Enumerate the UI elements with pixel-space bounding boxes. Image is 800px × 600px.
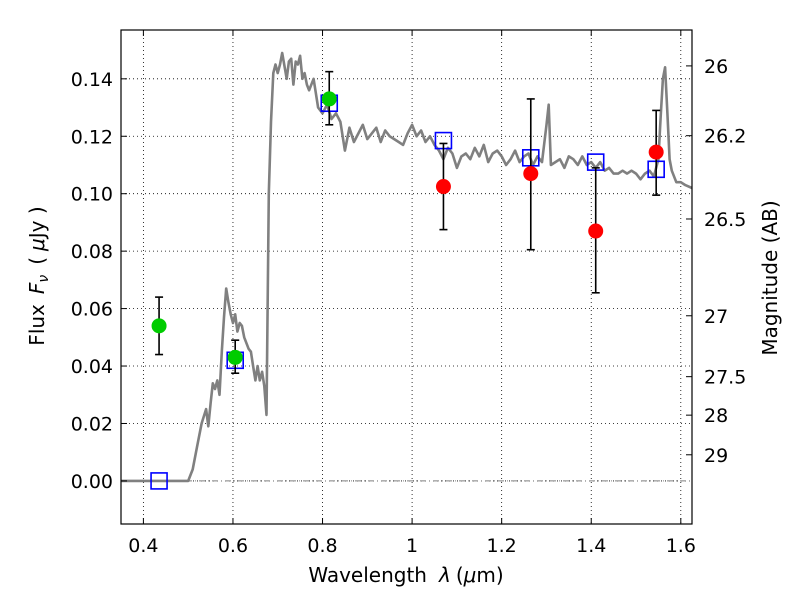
y-tick-label: 0.12 bbox=[71, 126, 113, 148]
model-box bbox=[150, 472, 168, 490]
y-axis-label: Flux Fν ( μJy ) bbox=[25, 206, 52, 345]
right-tick-label: 27.5 bbox=[704, 367, 746, 389]
y-tick-label: 0.02 bbox=[71, 413, 113, 435]
right-axis-label: Magnitude (AB) bbox=[758, 200, 782, 355]
axis-ticks: 0.4 0.6 0.8 1 1.2 1.4 1.6 0.00 0.02 0.04 0.06 0.08 0… bbox=[71, 30, 746, 557]
x-axis-label-text: Wavelength bbox=[308, 563, 427, 587]
photometry-point bbox=[588, 223, 604, 239]
photometry-point bbox=[648, 144, 664, 160]
x-tick-label: 0.4 bbox=[128, 535, 158, 557]
y-tick-label: 0.08 bbox=[71, 241, 113, 263]
photometry-point bbox=[151, 318, 167, 334]
x-tick-label: 1.4 bbox=[576, 535, 606, 557]
y-axis-label-subscript: ν bbox=[36, 275, 52, 283]
photometry-point bbox=[523, 166, 539, 182]
x-tick-label: 0.6 bbox=[218, 535, 248, 557]
x-axis-label-lambda: λ bbox=[438, 563, 451, 587]
y-tick-label: 0.00 bbox=[71, 471, 113, 493]
y-axis-label-text: Flux bbox=[25, 304, 49, 346]
y-axis-label-unit-open: ( bbox=[25, 257, 49, 265]
observed-errorbars bbox=[155, 70, 661, 375]
x-tick-label: 1.6 bbox=[666, 535, 696, 557]
x-axis-label-unit-rest: m) bbox=[476, 563, 503, 587]
right-tick-label: 29 bbox=[704, 445, 728, 467]
right-tick-label: 26.2 bbox=[704, 126, 746, 148]
x-tick-label: 0.8 bbox=[307, 535, 337, 557]
x-axis-label-unit-open: ( bbox=[456, 563, 464, 587]
right-tick-label: 28 bbox=[704, 405, 728, 427]
x-tick-label: 1 bbox=[406, 535, 418, 557]
photometry-point bbox=[321, 91, 337, 107]
observed-photometry-points bbox=[151, 91, 664, 365]
x-tick-label: 1.2 bbox=[487, 535, 517, 557]
grid-lines bbox=[121, 30, 692, 524]
y-tick-label: 0.04 bbox=[71, 356, 113, 378]
right-tick-label: 26.5 bbox=[704, 209, 746, 231]
photometry-point bbox=[435, 179, 451, 195]
right-tick-label: 27 bbox=[704, 306, 728, 328]
y-axis-label-symbol: F bbox=[25, 282, 49, 294]
y-tick-label: 0.06 bbox=[71, 299, 113, 321]
right-tick-label: 26 bbox=[704, 56, 728, 78]
y-tick-label: 0.10 bbox=[71, 184, 113, 206]
y-axis-label-unit-rest: Jy ) bbox=[25, 206, 49, 240]
plot-frame bbox=[120, 29, 693, 525]
x-axis-label: Wavelength λ (μm) bbox=[308, 563, 503, 587]
photometry-point bbox=[227, 349, 243, 365]
x-axis-label-unit-mu: μ bbox=[463, 563, 477, 587]
y-tick-label: 0.14 bbox=[71, 69, 113, 91]
template-spectrum bbox=[121, 51, 693, 483]
spectrum-line bbox=[121, 51, 693, 483]
y-axis-label-unit-mu: μ bbox=[25, 238, 49, 252]
